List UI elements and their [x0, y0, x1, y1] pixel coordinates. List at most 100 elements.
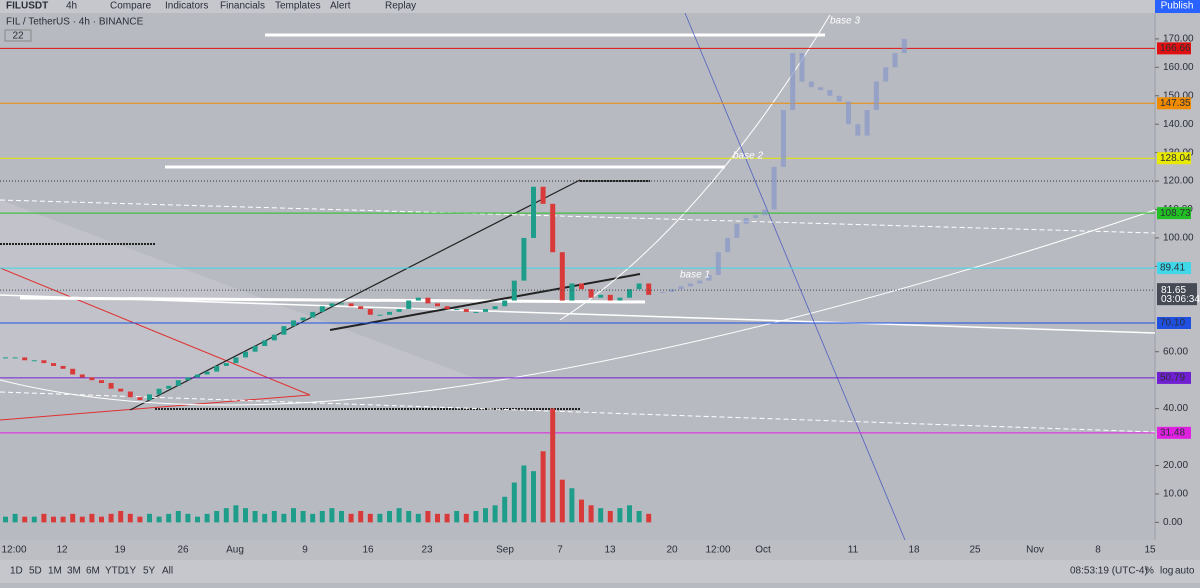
- toolbar-item[interactable]: Indicators: [165, 1, 208, 12]
- candle: [511, 280, 517, 301]
- range-button[interactable]: 1M: [48, 566, 62, 577]
- candle: [569, 283, 575, 301]
- interval[interactable]: 4h: [66, 1, 77, 12]
- range-button[interactable]: 5D: [29, 566, 42, 577]
- legend-title: FIL / TetherUS · 4h · BINANCE: [6, 17, 144, 28]
- toolbar-item[interactable]: Compare: [110, 1, 152, 12]
- candle: [51, 363, 56, 366]
- candle: [60, 365, 66, 369]
- projected-candle: [855, 124, 861, 136]
- toolbar-item[interactable]: Replay: [385, 1, 416, 12]
- scale-option[interactable]: log: [1160, 566, 1173, 577]
- projected-candle: [753, 215, 758, 219]
- publish-label[interactable]: Publish: [1161, 1, 1194, 12]
- level-label: 147.35: [1160, 98, 1191, 109]
- annotation: base 3: [830, 16, 860, 27]
- price-tick-label: 60.00: [1163, 346, 1188, 357]
- volume-bar: [367, 513, 373, 523]
- price-tick-label: 140.00: [1163, 119, 1194, 130]
- candle: [425, 297, 431, 304]
- clock: 08:53:19 (UTC-4): [1070, 566, 1148, 577]
- volume-bar: [396, 508, 402, 523]
- volume-bar: [281, 513, 287, 523]
- time-label: 25: [969, 545, 981, 556]
- volume-bar: [559, 479, 565, 523]
- volume-bar: [60, 516, 66, 523]
- projected-candle: [864, 109, 870, 136]
- candle: [108, 383, 114, 389]
- range-button[interactable]: 1Y: [124, 566, 137, 577]
- range-button[interactable]: YTD: [105, 566, 125, 577]
- volume-bar: [127, 513, 133, 523]
- toolbar-item[interactable]: Alert: [330, 1, 351, 12]
- candle: [3, 357, 8, 359]
- level-label: 31.48: [1160, 427, 1185, 438]
- projected-candle: [892, 53, 898, 68]
- range-button[interactable]: 3M: [67, 566, 81, 577]
- candle: [617, 297, 623, 301]
- price-tick-label: 40.00: [1163, 403, 1188, 414]
- scale-option[interactable]: %: [1145, 566, 1154, 577]
- level-label: 50.79: [1160, 373, 1185, 384]
- projected-candle: [771, 166, 777, 210]
- time-label: 26: [177, 545, 189, 556]
- trend-line: [0, 294, 1156, 334]
- candle: [310, 311, 316, 318]
- volume-bar: [22, 516, 28, 523]
- candle: [70, 368, 76, 375]
- candle: [147, 394, 152, 401]
- badge: 22: [12, 31, 24, 42]
- volume-bar: [79, 516, 85, 523]
- candle: [454, 309, 460, 311]
- level-tag: [1157, 97, 1191, 110]
- candle: [540, 186, 546, 204]
- volume-bar: [223, 508, 229, 523]
- projected-candle: [790, 53, 796, 110]
- candle: [262, 340, 268, 347]
- scale-option[interactable]: auto: [1175, 566, 1195, 577]
- projected-candle: [715, 252, 721, 275]
- symbol[interactable]: FILUSDT: [6, 1, 48, 12]
- range-button[interactable]: 6M: [86, 566, 100, 577]
- volume-bar: [473, 510, 479, 523]
- volume-bar: [511, 482, 517, 523]
- candle: [300, 317, 306, 321]
- level-label: 166.66: [1160, 43, 1191, 54]
- volume-bar: [147, 513, 152, 523]
- range-button[interactable]: 5Y: [143, 566, 156, 577]
- projected-candle: [660, 292, 665, 293]
- volume-bar: [377, 513, 383, 523]
- projected-candle: [818, 87, 824, 91]
- time-label: Aug: [226, 545, 244, 556]
- candle: [12, 357, 18, 359]
- projected-candle: [883, 67, 889, 82]
- candle: [329, 303, 335, 307]
- range-button[interactable]: 1D: [10, 566, 23, 577]
- trend-line: [684, 12, 906, 541]
- toolbar-item[interactable]: Templates: [275, 1, 321, 12]
- range-button[interactable]: All: [162, 566, 173, 577]
- time-label: 23: [421, 545, 433, 556]
- level-tag: [1157, 426, 1191, 439]
- marks: [0, 38, 1159, 523]
- time-label: 19: [114, 545, 126, 556]
- candle: [185, 377, 191, 381]
- volume-bar: [233, 505, 239, 523]
- time-label: Nov: [1026, 545, 1044, 556]
- volume-bar: [636, 510, 642, 523]
- time-label: 12:00: [705, 545, 730, 556]
- volume-bar: [137, 516, 143, 523]
- candle: [291, 320, 296, 327]
- volume-bar: [99, 516, 104, 523]
- volume-bar: [607, 510, 613, 523]
- current-tag: [1157, 283, 1197, 306]
- volume-bar: [252, 510, 258, 523]
- candle: [387, 311, 392, 315]
- trend-line: [0, 394, 311, 421]
- annotation: base 1: [680, 270, 710, 281]
- volume-bar: [195, 516, 200, 523]
- toolbar-item[interactable]: Financials: [220, 1, 265, 12]
- time-scale: [0, 540, 1200, 560]
- curve: [0, 209, 1156, 406]
- publish-button[interactable]: [1155, 0, 1200, 13]
